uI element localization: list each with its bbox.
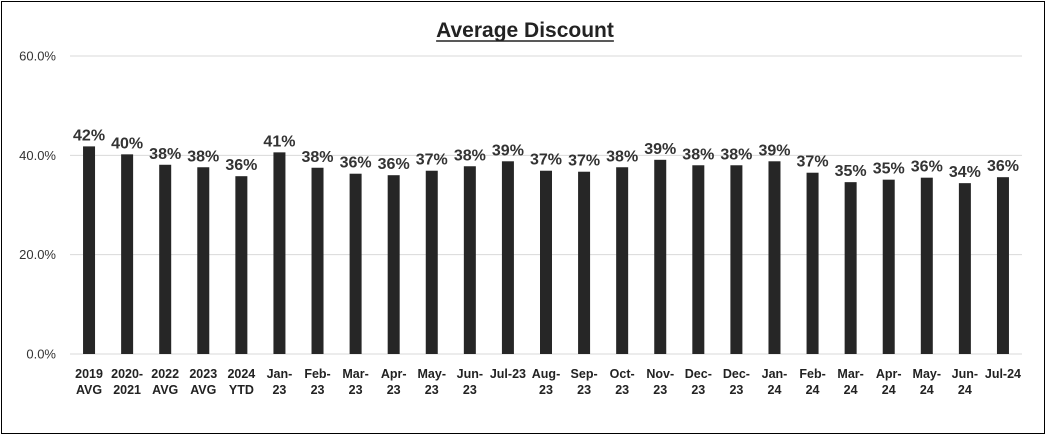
x-tick-label: Mar-24 [837, 367, 863, 397]
data-label: 38% [454, 147, 486, 164]
data-label: 37% [568, 153, 600, 170]
y-tick-label: 60.0% [19, 49, 56, 64]
x-tick-label: Dec-23 [685, 367, 712, 397]
data-label: 36% [340, 155, 372, 172]
x-tick-label: Apr-23 [381, 367, 407, 397]
bar [730, 165, 743, 354]
data-label: 34% [949, 164, 981, 181]
bar [692, 165, 705, 354]
data-label: 38% [682, 146, 714, 163]
data-label: 38% [187, 148, 219, 165]
bar [159, 164, 172, 354]
x-tick-label: Aug-23 [532, 367, 560, 397]
data-labels: 42% 40% 38% 38% 36% 41% 38% 36% 36% 37% 38% 39% 37% 3… [73, 127, 1019, 181]
data-label: 38% [606, 148, 638, 165]
data-label: 39% [492, 142, 524, 159]
bar [121, 154, 134, 354]
bar [273, 152, 286, 354]
chart-title: Average Discount [436, 19, 614, 42]
x-tick-label: Mar-23 [342, 367, 368, 397]
x-tick-label: Jul-24 [985, 367, 1021, 381]
bar [311, 167, 324, 354]
data-label: 36% [911, 159, 943, 176]
x-tick-label: Oct-23 [610, 367, 635, 397]
bar [882, 179, 895, 354]
x-tick-label: May-23 [418, 367, 446, 397]
data-label: 38% [720, 146, 752, 163]
bar [387, 175, 400, 354]
bar [197, 167, 210, 354]
x-tick-label: Nov-23 [646, 367, 674, 397]
x-tick-label: 2024 YTD [227, 367, 255, 397]
data-label: 36% [225, 157, 257, 174]
data-label: 39% [644, 141, 676, 158]
data-label: 40% [111, 135, 143, 152]
data-label: 37% [416, 152, 448, 169]
x-tick-label: Dec-23 [723, 367, 750, 397]
y-tick-label: 0.0% [26, 347, 56, 362]
data-label: 38% [149, 146, 181, 163]
x-tick-label: May-24 [913, 367, 941, 397]
data-label: 37% [797, 154, 829, 171]
x-tick-label: 2019 AVG [75, 367, 103, 397]
x-tick-label: Feb-23 [304, 367, 330, 397]
bar [463, 166, 476, 354]
data-label: 36% [987, 158, 1019, 175]
y-tick-label: 40.0% [19, 148, 56, 163]
data-label: 37% [530, 152, 562, 169]
y-tick-label: 20.0% [19, 247, 56, 262]
bars [83, 146, 1009, 354]
x-tick-label: 2020-2021 [111, 367, 143, 397]
x-tick-label: Jun-24 [952, 367, 978, 397]
x-tick-label: Jul-23 [490, 367, 526, 381]
bar [996, 177, 1009, 354]
data-label: 36% [378, 156, 410, 173]
bar [578, 171, 591, 354]
data-label: 35% [835, 163, 867, 180]
bar [958, 183, 971, 354]
x-tick-label: Jun-23 [457, 367, 483, 397]
bar [83, 146, 96, 354]
bar [844, 182, 857, 354]
bar [768, 161, 781, 354]
bar [806, 172, 819, 354]
x-tick-label: Jan-23 [267, 367, 293, 397]
x-tick-label: Feb-24 [799, 367, 825, 397]
x-tick-label: 2023 AVG [189, 367, 217, 397]
x-tick-label: Jan-24 [762, 367, 788, 397]
x-tick-label: 2022 AVG [151, 367, 179, 397]
bar [501, 161, 514, 354]
x-tick-label: Sep-23 [571, 367, 598, 397]
data-label: 39% [758, 142, 790, 159]
data-label: 41% [263, 133, 295, 150]
x-tick-label: Apr-24 [876, 367, 902, 397]
bar [654, 159, 667, 354]
bar [235, 176, 248, 354]
bar [425, 170, 438, 354]
x-axis-ticks: 2019 AVG 2020-2021 2022 AVG 2023 AVG 2024 YTD Jan… [75, 367, 1021, 397]
data-label: 38% [302, 149, 334, 166]
bar [349, 173, 362, 354]
bar [616, 167, 629, 354]
data-label: 35% [873, 161, 905, 178]
y-axis-ticks: 0.0% 20.0% 40.0% 60.0% [19, 49, 56, 362]
data-label: 42% [73, 127, 105, 144]
bar [920, 177, 933, 354]
bar [540, 170, 552, 354]
